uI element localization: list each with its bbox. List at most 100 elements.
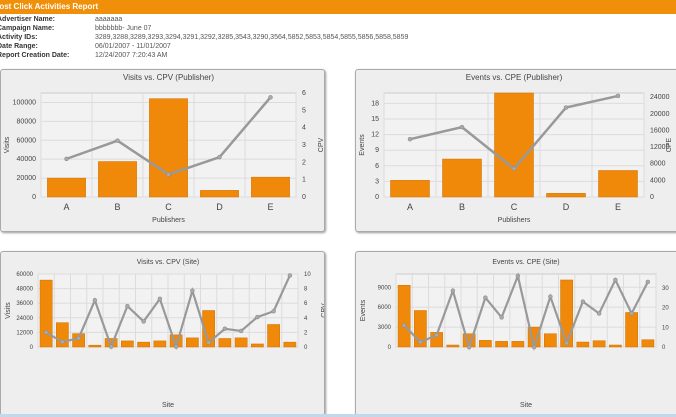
footer-bar (0, 414, 676, 417)
line-point (173, 344, 179, 349)
x-tick-label: D (216, 202, 223, 212)
bar (494, 92, 534, 198)
line-point (645, 279, 651, 285)
line-point (238, 328, 244, 334)
y-tick-label: 36000 (16, 301, 33, 307)
chart-svg: 0 3000 6000 9000 0 10 20 30 Events vs. CPE (Site… (360, 259, 669, 409)
bar (546, 193, 586, 198)
line-point (268, 95, 273, 100)
x-axis-label: Site (520, 402, 532, 409)
x-tick-label: B (459, 202, 465, 212)
x-tick-label: C (511, 202, 518, 212)
y-tick-label: 100000 (13, 99, 36, 106)
bar (149, 98, 188, 198)
line-point (580, 299, 586, 304)
line-point (596, 311, 602, 316)
bar (234, 337, 248, 348)
chart-panel: 0 3 6 9 12 15 18 0 4000 8000 12000 16000 20000 24000 A… (355, 69, 676, 232)
info-label: Campaign Name: (0, 25, 55, 32)
y-tick-label: 40000 (17, 156, 37, 163)
x-axis-label: Publishers (498, 217, 531, 224)
bar (495, 341, 508, 348)
y-axis-label: Visits (5, 302, 12, 319)
info-value: 3289,3288,3289,3293,3294,3291,3292,3285,… (95, 34, 409, 41)
bar (202, 310, 215, 348)
line-point (141, 319, 146, 324)
y2-tick-label: 30 (662, 286, 669, 292)
line-point (434, 332, 439, 338)
bar (397, 285, 411, 348)
bar (39, 279, 53, 348)
y-axis-label: Visits (4, 136, 11, 153)
bar (121, 340, 134, 348)
line-point (255, 314, 260, 320)
y-tick-label: 15 (371, 116, 379, 123)
line-point (92, 298, 98, 303)
bar (442, 158, 482, 198)
line-point (60, 339, 65, 345)
bar (592, 340, 606, 348)
y2-tick-label: 24000 (650, 94, 670, 101)
y-tick-label: 0 (388, 345, 392, 351)
x-axis-label: Publishers (152, 217, 185, 224)
report-header: Post Click Activities Report (0, 0, 676, 14)
chart-panel: 0 12000 24000 36000 48000 60000 0 2 4 6 8 10 Visits … (0, 251, 325, 416)
line-point (564, 340, 569, 346)
y-tick-label: 6000 (378, 305, 392, 311)
line-series (403, 272, 649, 352)
x-tick-label: D (563, 202, 570, 212)
y-tick-label: 0 (32, 194, 36, 201)
info-label: Advertiser Name: (0, 16, 55, 23)
line-point (271, 308, 276, 314)
bar (560, 279, 573, 348)
line-point (483, 295, 488, 300)
line-point (190, 288, 195, 294)
info-label: Activity IDs: (0, 34, 38, 41)
info-value: 06/01/2007 - 11/01/2007 (95, 43, 171, 50)
info-label: Report Creation Date: (0, 52, 70, 59)
y2-tick-label: 2 (304, 330, 308, 336)
y-tick-label: 0 (375, 194, 379, 201)
info-value: 12/24/2007 7:20:43 AM (95, 52, 168, 59)
y2-axis-label: CPV (321, 303, 324, 318)
chart-title: Events vs. CPE (Site) (492, 259, 559, 266)
bar (479, 340, 492, 348)
y2-tick-label: 3 (302, 142, 306, 149)
x-tick-label: B (114, 202, 120, 212)
bar (251, 343, 264, 348)
chart-title: Visits vs. CPV (Publisher) (123, 73, 214, 82)
y2-tick-label: 4 (302, 125, 306, 132)
y-tick-label: 12000 (16, 330, 33, 336)
y2-tick-label: 6 (304, 301, 308, 307)
bar (267, 324, 280, 348)
line-point (401, 323, 407, 328)
bar (446, 344, 460, 348)
y-tick-label: 48000 (16, 287, 33, 293)
line-point (407, 136, 413, 142)
y-tick-label: 60000 (16, 272, 33, 278)
line-point (125, 303, 130, 309)
line-series (45, 275, 291, 351)
y2-tick-label: 12000 (650, 144, 670, 151)
y-tick-label: 24000 (16, 316, 33, 322)
chart-panel: 0 3000 6000 9000 0 10 20 30 Events vs. CPE (Site… (355, 251, 676, 416)
y-tick-label: 80000 (17, 118, 37, 125)
y2-tick-label: 10 (304, 272, 311, 278)
y2-tick-label: 5 (302, 107, 306, 114)
bar (186, 337, 199, 348)
y-axis-label: Events (360, 299, 367, 321)
line-point (563, 105, 569, 110)
y-tick-label: 6 (375, 163, 379, 170)
bar (200, 190, 239, 198)
line-point (531, 344, 537, 350)
y2-tick-label: 0 (650, 194, 654, 201)
x-tick-label: E (267, 202, 273, 212)
bar (544, 333, 557, 348)
chart-panel: 0 20000 40000 60000 80000 100000 0 1 2 3 4 5 6 A B C D E V… (0, 69, 325, 232)
line-point (157, 296, 163, 302)
line-point (64, 156, 69, 162)
chart-svg: 0 3 6 9 12 15 18 0 4000 8000 12000 16000 20000 24000 A… (359, 73, 673, 224)
y-tick-label: 18 (371, 100, 379, 107)
x-tick-label: A (63, 202, 69, 212)
y2-tick-label: 0 (662, 345, 666, 351)
